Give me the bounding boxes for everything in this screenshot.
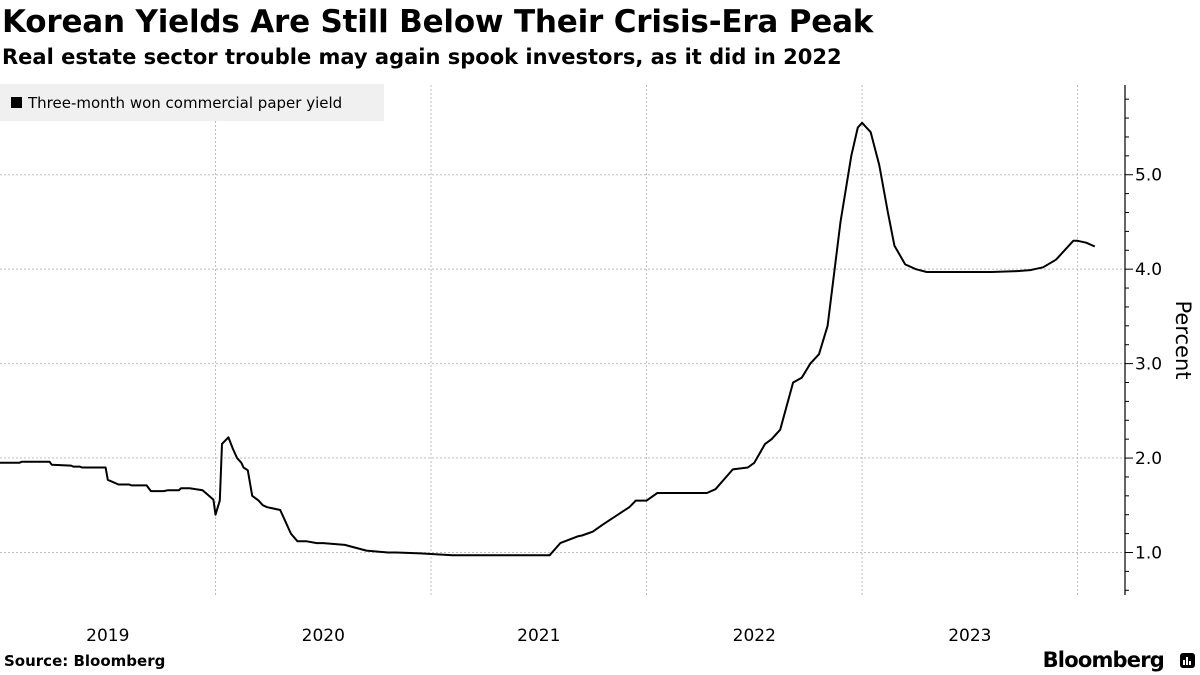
x-axis-labels: 2019 2020 2021 2022 2023 [86,626,991,646]
gridlines [0,174,1125,553]
x-tick-label: 2020 [302,626,345,646]
series-line [0,121,1096,557]
y-tick-label: 5.0 [1135,166,1162,186]
chart-title: Korean Yields Are Still Below Their Cris… [2,4,874,40]
y-tick-label: 4.0 [1135,260,1162,280]
y-tick-label: 1.0 [1135,544,1162,564]
x-tick-label: 2022 [733,626,776,646]
y-tick-label: 2.0 [1135,449,1162,469]
legend-swatch-icon [11,97,22,108]
legend-label: Three-month won commercial paper yield [28,93,343,112]
brand-logo: Bloomberg [1042,648,1165,672]
y-axis-title: Percent [1171,300,1195,379]
chart-subtitle: Real estate sector trouble may again spo… [2,45,842,69]
source-note: Source: Bloomberg [4,652,166,670]
x-tick-label: 2019 [86,626,129,646]
series-layer [0,121,1096,557]
year-dividers [215,85,1079,595]
x-tick-label: 2023 [948,626,991,646]
y-axis: 1.0 2.0 3.0 4.0 5.0 [1124,85,1162,595]
x-tick-label: 2021 [517,626,560,646]
legend: Three-month won commercial paper yield [0,84,384,121]
bloomberg-chart-icon [1180,653,1195,668]
y-tick-label: 3.0 [1135,355,1162,375]
